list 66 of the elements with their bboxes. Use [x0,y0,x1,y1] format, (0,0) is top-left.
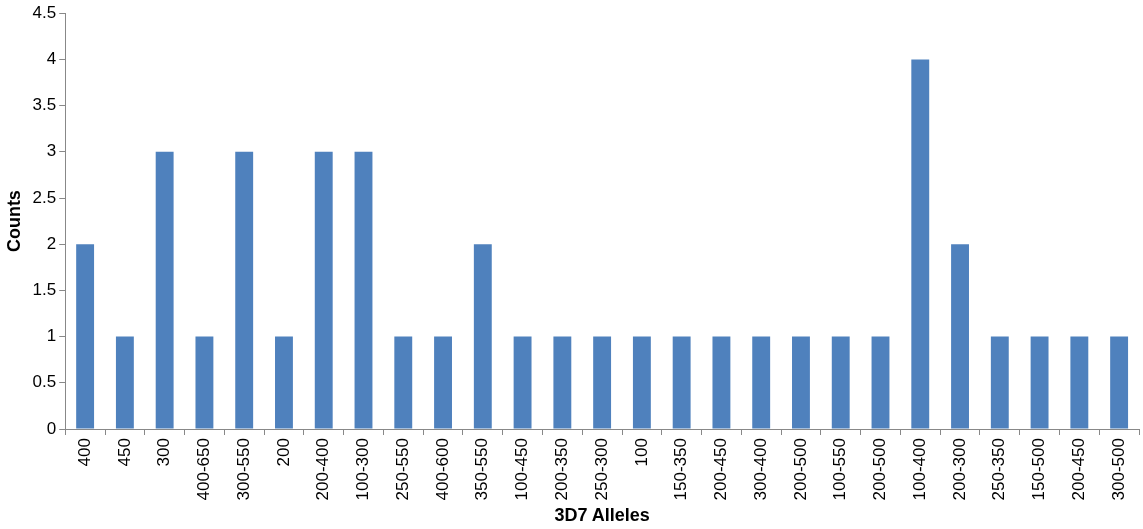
x-tick-label: 400-600 [432,438,452,501]
x-tick-label: 200-500 [790,438,810,501]
bar [434,336,452,429]
x-tick-label: 450 [114,438,134,467]
bar [553,336,572,429]
x-tick-label: 200 [273,438,293,467]
x-tick-label: 100 [631,438,651,467]
y-tick-label: 3 [46,141,57,161]
bar [871,336,890,429]
bar [632,336,651,429]
bar [354,151,373,429]
x-tick-label: 200-500 [870,438,890,501]
x-tick-label: 200-300 [949,438,969,501]
bar [792,336,810,429]
bar [275,336,293,429]
y-tick-label: 1.5 [32,280,57,300]
x-tick-label: 300-550 [233,438,253,501]
x-tick-label: 300 [154,438,174,467]
bar [314,151,333,429]
y-tick-label: 4 [46,49,57,69]
bar [831,336,850,429]
x-tick-label: 150-350 [671,438,691,501]
x-tick-label: 100-300 [353,438,373,501]
x-tick-label: 250-300 [591,438,611,501]
x-tick-label: 300-400 [750,438,770,501]
bar [473,244,492,429]
x-tick-label: 400 [74,438,94,467]
x-axis-title: 3D7 Alleles [554,505,650,526]
bar [911,59,930,429]
y-tick-label: 1 [46,326,57,346]
x-tick-label: 200-400 [313,438,333,501]
bar [990,336,1009,429]
bar [76,244,95,429]
bar [712,336,731,429]
y-tick-label: 3.5 [32,95,57,115]
x-tick-label: 250-350 [989,438,1009,501]
bar [951,244,969,429]
bar [1070,336,1089,429]
x-tick-label: 150-500 [1029,438,1049,501]
bar [155,151,174,429]
bar [513,336,532,429]
x-tick-label: 200-350 [552,438,572,501]
x-tick-label: 100-400 [909,438,929,501]
y-tick-label: 2 [46,233,57,253]
bar [394,336,413,429]
bar [235,151,254,429]
y-tick-label: 4.5 [32,2,57,22]
bar [593,336,612,429]
bar [1030,336,1049,429]
y-tick-label: 2.5 [32,187,57,207]
x-tick-label: 250-550 [392,438,412,501]
bar [195,336,214,429]
bar [672,336,691,429]
x-tick-label: 100-450 [512,438,532,501]
bar [115,336,134,429]
x-tick-label: 200-450 [1069,438,1089,501]
x-tick-label: 200-450 [711,438,731,501]
x-tick-label: 300-500 [1108,438,1128,501]
y-tick-label: 0 [46,418,57,438]
y-axis-title: Counts [3,190,24,253]
x-tick-label: 350-550 [472,438,492,501]
bar [1110,336,1129,429]
bar [752,336,771,429]
x-tick-label: 400-650 [194,438,214,501]
y-tick-label: 0.5 [32,372,57,392]
x-tick-label: 100-550 [830,438,850,501]
